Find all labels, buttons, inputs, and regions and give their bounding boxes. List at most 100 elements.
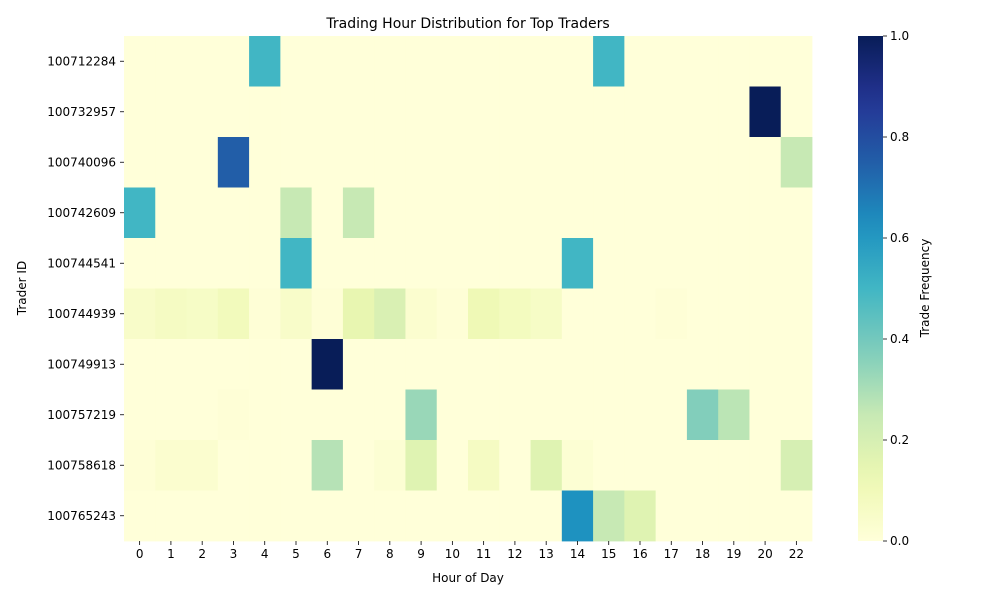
heatmap-cell bbox=[155, 440, 187, 491]
heatmap-cell bbox=[124, 187, 156, 239]
heatmap-cell bbox=[186, 339, 219, 390]
heatmap-cell bbox=[561, 187, 594, 239]
heatmap-cell bbox=[530, 490, 563, 542]
heatmap-cell bbox=[530, 187, 563, 239]
y-axis-label: Trader ID bbox=[15, 261, 29, 316]
heatmap-cell bbox=[342, 389, 375, 441]
heatmap-cell bbox=[405, 288, 438, 340]
heatmap-cell bbox=[436, 86, 469, 138]
heatmap-cell bbox=[217, 339, 250, 390]
heatmap-cell bbox=[249, 389, 281, 441]
heatmap-cell bbox=[624, 490, 657, 542]
heatmap-cell bbox=[499, 389, 531, 441]
heatmap-cell bbox=[186, 238, 219, 289]
heatmap-cell bbox=[686, 137, 719, 188]
heatmap-cell bbox=[311, 238, 344, 289]
x-tick-label: 7 bbox=[355, 547, 363, 561]
heatmap-cell bbox=[124, 36, 156, 87]
x-tick-label: 3 bbox=[230, 547, 238, 561]
heatmap-cell bbox=[374, 36, 406, 87]
heatmap-cell bbox=[249, 86, 281, 138]
heatmap-cell bbox=[655, 187, 688, 239]
heatmap-cell bbox=[405, 238, 438, 289]
y-tick-label: 100744541 bbox=[47, 256, 116, 270]
heatmap-cell bbox=[374, 238, 406, 289]
heatmap-cell bbox=[718, 187, 750, 239]
heatmap-cell bbox=[280, 288, 313, 340]
heatmap-cell bbox=[468, 36, 500, 87]
heatmap-cell bbox=[749, 288, 782, 340]
heatmap-cell bbox=[249, 440, 281, 491]
heatmap-cell bbox=[217, 187, 250, 239]
heatmap-cell bbox=[124, 86, 156, 138]
x-tick-label: 9 bbox=[417, 547, 425, 561]
heatmap-cell bbox=[686, 440, 719, 491]
heatmap-cell bbox=[499, 137, 531, 188]
heatmap-cell bbox=[311, 137, 344, 188]
heatmap-cell bbox=[374, 187, 406, 239]
y-tick-label: 100744939 bbox=[47, 307, 116, 321]
heatmap-cell bbox=[124, 288, 156, 340]
x-tick-label: 11 bbox=[476, 547, 491, 561]
heatmap-cell bbox=[186, 490, 219, 542]
heatmap-cell bbox=[593, 490, 625, 542]
colorbar-tick-label: 0.0 bbox=[890, 534, 909, 548]
heatmap-cell bbox=[436, 389, 469, 441]
x-tick-label: 14 bbox=[570, 547, 585, 561]
heatmap-cell bbox=[311, 187, 344, 239]
heatmap-cell bbox=[655, 440, 688, 491]
heatmap-cell bbox=[780, 288, 813, 340]
colorbar-tick-label: 0.8 bbox=[890, 130, 909, 144]
heatmap-cell bbox=[718, 440, 750, 491]
heatmap-cell bbox=[436, 36, 469, 87]
heatmap-cell bbox=[655, 490, 688, 542]
heatmap-cell bbox=[342, 36, 375, 87]
heatmap-cell bbox=[561, 137, 594, 188]
heatmap-cell bbox=[780, 490, 813, 542]
heatmap-cell bbox=[280, 389, 313, 441]
x-tick-label: 2 bbox=[198, 547, 206, 561]
heatmap-cell bbox=[686, 288, 719, 340]
heatmap-cell bbox=[280, 187, 313, 239]
heatmap-cell bbox=[374, 86, 406, 138]
heatmap-cell bbox=[405, 440, 438, 491]
heatmap-cell bbox=[561, 36, 594, 87]
heatmap-cell bbox=[561, 86, 594, 138]
heatmap-cell bbox=[405, 490, 438, 542]
heatmap-cell bbox=[780, 339, 813, 390]
heatmap-cell bbox=[405, 36, 438, 87]
heatmap-cell bbox=[718, 339, 750, 390]
heatmap-cell bbox=[280, 339, 313, 390]
heatmap-cell bbox=[499, 339, 531, 390]
heatmap-cell bbox=[593, 187, 625, 239]
heatmap-cell bbox=[655, 36, 688, 87]
heatmap-cell bbox=[499, 288, 531, 340]
heatmap-cell bbox=[749, 440, 782, 491]
chart-title: Trading Hour Distribution for Top Trader… bbox=[325, 16, 609, 32]
heatmap-cell bbox=[468, 288, 500, 340]
heatmap-cell bbox=[530, 339, 563, 390]
colorbar bbox=[858, 36, 883, 541]
heatmap-cell bbox=[436, 238, 469, 289]
heatmap-cell bbox=[593, 36, 625, 87]
heatmap-cell bbox=[561, 288, 594, 340]
heatmap-cell bbox=[593, 137, 625, 188]
colorbar-tick-label: 0.4 bbox=[890, 332, 909, 346]
x-tick-label: 0 bbox=[136, 547, 144, 561]
heatmap-cell bbox=[155, 238, 187, 289]
heatmap-cell bbox=[186, 137, 219, 188]
heatmap-cell bbox=[530, 137, 563, 188]
heatmap-cell bbox=[468, 137, 500, 188]
x-tick-label: 16 bbox=[632, 547, 647, 561]
heatmap-cell bbox=[186, 187, 219, 239]
heatmap-cell bbox=[718, 86, 750, 138]
heatmap-cell bbox=[530, 238, 563, 289]
heatmap-cell bbox=[436, 187, 469, 239]
heatmap-cell bbox=[405, 339, 438, 390]
heatmap-cell bbox=[249, 288, 281, 340]
heatmap-cell bbox=[342, 86, 375, 138]
x-tick-label: 6 bbox=[323, 547, 331, 561]
x-tick-label: 8 bbox=[386, 547, 394, 561]
heatmap-cell bbox=[593, 288, 625, 340]
heatmap-cell bbox=[217, 440, 250, 491]
